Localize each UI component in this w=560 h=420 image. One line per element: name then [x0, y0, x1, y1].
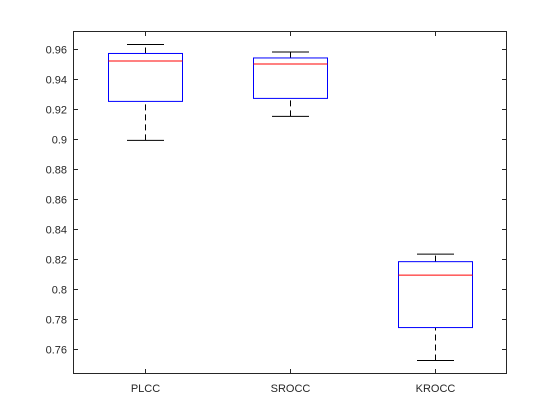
y-tick-label: 0.96 [46, 45, 67, 57]
box-group-plcc [108, 43, 183, 141]
box-krocc [398, 261, 473, 329]
box-group-krocc [398, 253, 473, 362]
box-group-srocc [253, 51, 328, 117]
y-tick-label: 0.82 [46, 255, 67, 267]
y-tick-label: 0.86 [46, 195, 67, 207]
y-tick-label: 0.76 [46, 345, 67, 357]
y-tick-label: 0.78 [46, 315, 67, 327]
y-tick-label: 0.88 [46, 165, 67, 177]
x-tick-label-plcc: PLCC [131, 383, 160, 395]
plot-area [73, 31, 507, 374]
box-plcc [108, 52, 183, 102]
x-tick-label-krocc: KROCC [416, 383, 456, 395]
box-srocc [253, 57, 328, 99]
y-tick-label: 0.94 [46, 75, 67, 87]
y-tick-label: 0.9 [52, 135, 67, 147]
y-tick-label: 0.92 [46, 105, 67, 117]
y-tick-label: 0.84 [46, 225, 67, 237]
y-tick-label: 0.8 [52, 285, 67, 297]
x-tick-label-srocc: SROCC [271, 383, 311, 395]
